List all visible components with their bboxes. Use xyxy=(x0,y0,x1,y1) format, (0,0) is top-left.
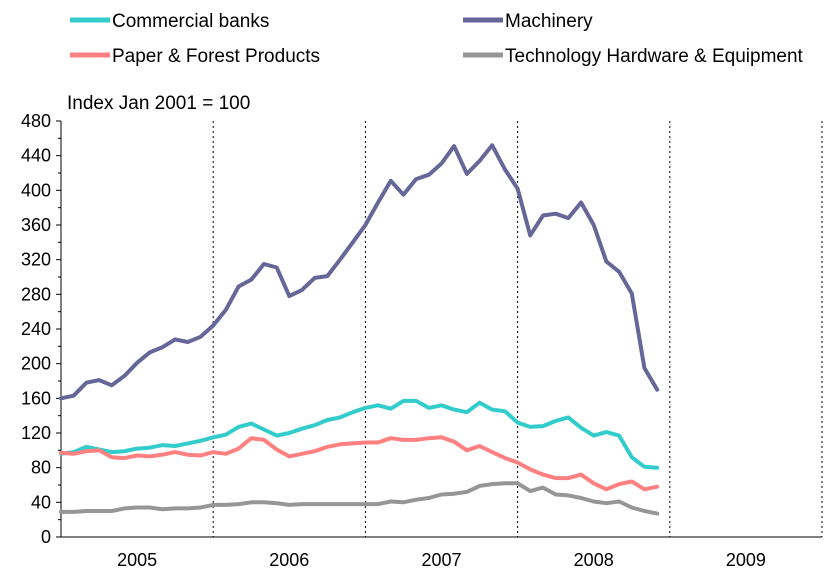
y-tick-label-80: 80 xyxy=(31,458,51,478)
series-lines xyxy=(59,143,660,516)
x-tick-label-2009: 2009 xyxy=(726,550,766,570)
legend-label-commercial-banks: Commercial banks xyxy=(112,11,269,32)
series-line-commercial-banks xyxy=(59,398,660,470)
y-tick-label-320: 320 xyxy=(21,250,51,270)
legend-label-machinery: Machinery xyxy=(505,11,593,32)
x-tick-label-2008: 2008 xyxy=(574,550,614,570)
x-tick-label-2005: 2005 xyxy=(117,550,157,570)
x-axis-ticks: 2005 2006 2007 2008 2009 xyxy=(117,550,766,570)
legend: Commercial banks Machinery Paper & Fores… xyxy=(70,11,804,67)
y-tick-label-40: 40 xyxy=(31,492,51,512)
y-tick-label-160: 160 xyxy=(21,388,51,408)
y-tick-label-440: 440 xyxy=(21,146,51,166)
y-tick-label-200: 200 xyxy=(21,354,51,374)
y-tick-label-120: 120 xyxy=(21,423,51,443)
y-tick-label-360: 360 xyxy=(21,215,51,235)
x-tick-label-2007: 2007 xyxy=(421,550,461,570)
x-tick-label-2006: 2006 xyxy=(269,550,309,570)
series-line-machinery xyxy=(59,143,660,401)
y-axis-ticks: 0 40 80 120 160 200 240 280 320 360 400 440 480 xyxy=(21,111,61,547)
legend-label-technology-hardware: Technology Hardware & Equipment xyxy=(505,46,804,67)
gridlines xyxy=(212,121,823,537)
y-tick-label-240: 240 xyxy=(21,319,51,339)
y-tick-label-400: 400 xyxy=(21,180,51,200)
series-line-paper-forest-products xyxy=(59,435,660,492)
y-tick-label-280: 280 xyxy=(21,284,51,304)
y-axis-unit-label: Index Jan 2001 = 100 xyxy=(67,93,250,114)
y-tick-label-480: 480 xyxy=(21,111,51,131)
y-tick-label-0: 0 xyxy=(41,527,51,547)
legend-label-paper-forest-products: Paper & Forest Products xyxy=(112,46,320,67)
series-line-technology-hardware-equipment xyxy=(59,481,660,516)
